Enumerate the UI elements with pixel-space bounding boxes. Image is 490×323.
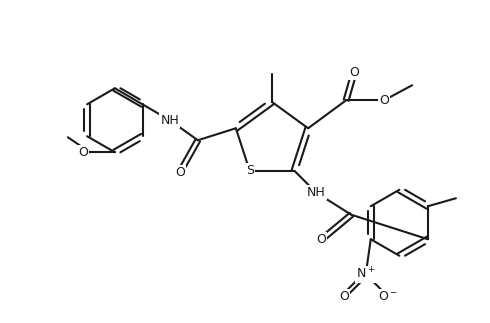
Text: O: O — [379, 94, 389, 107]
Text: N$^+$: N$^+$ — [356, 266, 375, 282]
Text: NH: NH — [161, 114, 179, 127]
Text: O: O — [78, 146, 88, 159]
Text: O: O — [175, 166, 185, 179]
Text: O: O — [317, 233, 326, 246]
Text: O$^-$: O$^-$ — [378, 290, 398, 303]
Text: O: O — [349, 66, 359, 79]
Text: S: S — [245, 164, 254, 177]
Text: O: O — [339, 290, 349, 303]
Text: NH: NH — [307, 186, 326, 199]
